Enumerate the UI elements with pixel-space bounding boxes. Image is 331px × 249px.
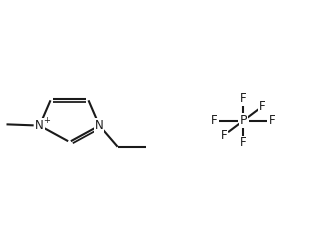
Text: N: N (35, 119, 44, 132)
Text: F: F (221, 128, 228, 141)
Text: F: F (259, 100, 265, 113)
Text: F: F (240, 136, 247, 149)
Text: F: F (240, 92, 247, 105)
Text: P: P (240, 114, 247, 127)
Text: +: + (43, 116, 50, 124)
Text: N: N (95, 119, 104, 132)
Text: F: F (269, 114, 276, 127)
Text: F: F (211, 114, 217, 127)
